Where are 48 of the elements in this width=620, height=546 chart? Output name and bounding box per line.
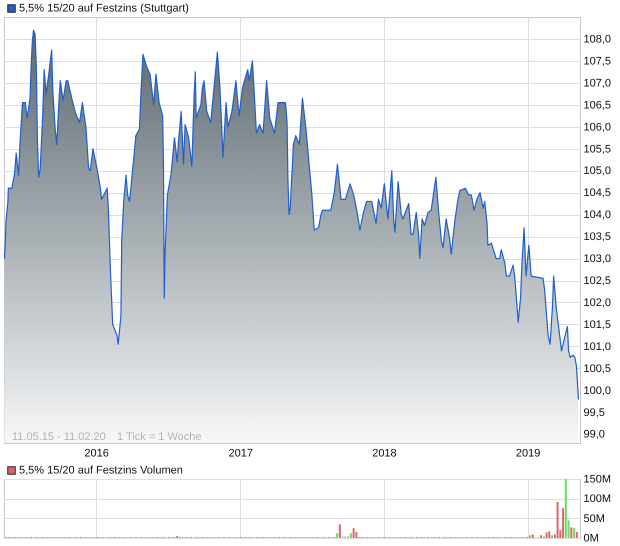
y-tick-label: 103,5	[584, 231, 612, 244]
bar	[336, 533, 338, 538]
y-tick-label: 108,0	[584, 33, 612, 46]
y-tick-label: 100,5	[584, 362, 612, 375]
bar	[350, 533, 352, 538]
bar	[573, 528, 576, 538]
y-tick-label: 102,0	[584, 296, 612, 309]
y-tick-label: 50M	[584, 512, 605, 525]
bar	[551, 535, 554, 538]
y-tick-label: 106,5	[584, 99, 612, 112]
y-tick-label: 100,0	[584, 384, 612, 397]
y-tick-label: 105,0	[584, 165, 612, 178]
annotation: 11.05.15 - 11.02.20	[12, 431, 106, 443]
annotation: 1 Tick = 1 Woche	[117, 431, 202, 443]
y-tick-label: 0M	[584, 532, 599, 544]
legend-label: 5,5% 15/20 auf Festzins (Stuttgart)	[19, 2, 189, 14]
y-tick-label: 99,0	[584, 428, 605, 441]
y-tick-label: 102,5	[584, 275, 612, 288]
x-tick-label: 2017	[228, 448, 253, 460]
bar	[556, 502, 559, 538]
x-tick-label: 2018	[372, 448, 397, 460]
y-tick-label: 99,5	[584, 406, 605, 419]
legend-label: 5,5% 15/20 auf Festzins Volumen	[19, 464, 183, 476]
y-tick-label: 104,0	[584, 209, 612, 222]
y-tick-label: 107,5	[584, 55, 612, 68]
bar	[338, 524, 341, 538]
bar	[540, 535, 542, 538]
bar	[562, 508, 564, 538]
y-tick-label: 103,0	[584, 253, 612, 266]
y-tick-label: 101,0	[584, 340, 612, 353]
bar	[352, 528, 355, 538]
x-tick-label: 2019	[516, 448, 540, 460]
x-tick-label: 2016	[84, 448, 109, 460]
y-tick-label: 100M	[584, 493, 612, 506]
bar	[564, 479, 567, 538]
bar	[546, 532, 548, 538]
bar	[355, 532, 358, 538]
y-tick-label: 150M	[584, 474, 612, 486]
bar	[570, 527, 572, 538]
bar	[529, 535, 531, 538]
y-tick-label: 101,5	[584, 318, 612, 331]
y-tick-label: 106,0	[584, 121, 612, 134]
y-tick-label: 107,0	[584, 77, 612, 90]
bar	[548, 531, 550, 538]
bar	[532, 534, 534, 538]
y-tick-label: 104,5	[584, 187, 612, 200]
bar	[576, 532, 578, 538]
y-tick-label: 105,5	[584, 143, 612, 156]
